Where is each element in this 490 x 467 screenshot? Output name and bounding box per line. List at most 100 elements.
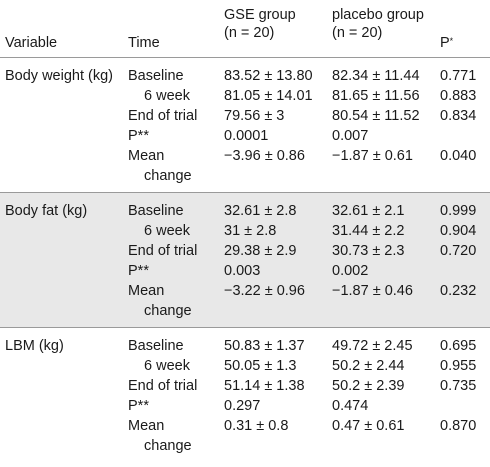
gse-cell: 32.61 ± 2.8 <box>224 192 332 221</box>
gse-cell: 50.05 ± 1.3 <box>224 358 297 374</box>
placebo-cell: 80.54 ± 11.52 <box>332 108 420 124</box>
time-label: 6 week <box>144 223 190 239</box>
header-time: Time <box>128 0 224 58</box>
gse-cell: 83.52 ± 13.80 <box>224 68 313 84</box>
header-p-sup: * <box>449 36 454 46</box>
table-row: 6 week 81.05 ± 14.01 81.65 ± 11.56 0.883 <box>0 86 490 106</box>
table-row: End of trial 29.38 ± 2.9 30.73 ± 2.3 0.7… <box>0 241 490 261</box>
placebo-cell: 81.65 ± 11.56 <box>332 88 420 104</box>
time-cell: End of trial <box>128 241 224 261</box>
placebo-cell: 82.34 ± 11.44 <box>332 68 420 84</box>
gse-cell: 31 ± 2.8 <box>224 221 332 241</box>
variable-label: LBM (kg) <box>5 338 64 354</box>
time-cell: Mean change <box>128 416 224 462</box>
time-label: 6 week <box>144 88 190 104</box>
time-cell: P** <box>128 128 149 144</box>
p-cell: 0.735 <box>440 378 477 394</box>
p-cell: 0.720 <box>440 241 490 261</box>
header-variable: Variable <box>0 0 128 58</box>
header-placebo-n: (n = 20) <box>332 25 383 41</box>
time-label: Mean <box>128 418 165 434</box>
header-gse-label: GSE group <box>224 7 296 23</box>
gse-cell: −3.22 ± 0.96 <box>224 281 332 328</box>
placebo-cell: 0.47 ± 0.61 <box>332 418 405 434</box>
header-p-label: P <box>440 35 450 51</box>
table-row: P** 0.0001 0.007 <box>0 126 490 146</box>
time-cell: Baseline <box>128 192 224 221</box>
time-label-continued: change <box>144 303 192 319</box>
placebo-cell: 0.474 <box>332 398 369 414</box>
table-row: 6 week 50.05 ± 1.3 50.2 ± 2.44 0.955 <box>0 356 490 376</box>
table-header: Variable Time GSE group (n = 20) placebo… <box>0 0 490 58</box>
time-cell: Mean change <box>128 281 224 328</box>
time-cell: P** <box>128 261 224 281</box>
placebo-cell: 50.2 ± 2.39 <box>332 378 405 394</box>
table-row: Mean change 0.31 ± 0.8 0.47 ± 0.61 0.870 <box>0 416 490 462</box>
p-cell <box>440 126 490 146</box>
table-row: Mean change −3.96 ± 0.86 −1.87 ± 0.61 0.… <box>0 146 490 193</box>
table-row: Mean change −3.22 ± 0.96 −1.87 ± 0.46 0.… <box>0 281 490 328</box>
placebo-cell: 30.73 ± 2.3 <box>332 241 440 261</box>
gse-cell: 50.83 ± 1.37 <box>224 338 305 354</box>
time-label: 6 week <box>144 358 190 374</box>
p-cell: 0.955 <box>440 358 477 374</box>
table-row: LBM (kg) Baseline 50.83 ± 1.37 49.72 ± 2… <box>0 328 490 357</box>
gse-cell: 29.38 ± 2.9 <box>224 241 332 261</box>
placebo-cell: 49.72 ± 2.45 <box>332 338 413 354</box>
p-cell: 0.834 <box>440 108 477 124</box>
time-cell: Baseline <box>128 68 184 84</box>
variable-label: Body fat (kg) <box>0 192 128 221</box>
time-label-continued: change <box>144 168 192 184</box>
p-cell: 0.999 <box>440 192 490 221</box>
time-cell: P** <box>128 398 149 414</box>
placebo-cell: 0.007 <box>332 128 369 144</box>
p-cell <box>440 261 490 281</box>
group-body-fat: Body fat (kg) Baseline 32.61 ± 2.8 32.61… <box>0 192 490 328</box>
header-p: P* <box>440 0 490 58</box>
header-placebo-group: placebo group (n = 20) <box>332 0 440 58</box>
placebo-cell: −1.87 ± 0.46 <box>332 281 440 328</box>
p-cell: 0.040 <box>440 146 490 193</box>
gse-cell: 81.05 ± 14.01 <box>224 88 313 104</box>
group-lbm: LBM (kg) Baseline 50.83 ± 1.37 49.72 ± 2… <box>0 328 490 463</box>
gse-cell: 0.0001 <box>224 128 269 144</box>
p-cell: 0.771 <box>440 68 477 84</box>
gse-cell: −3.96 ± 0.86 <box>224 146 332 193</box>
table-row: P** 0.297 0.474 <box>0 396 490 416</box>
p-cell <box>440 396 490 416</box>
table-row: P** 0.003 0.002 <box>0 261 490 281</box>
placebo-cell: −1.87 ± 0.61 <box>332 146 440 193</box>
time-label: Mean <box>128 283 165 299</box>
p-cell: 0.883 <box>440 88 477 104</box>
placebo-cell: 0.002 <box>332 261 440 281</box>
time-cell: End of trial <box>128 378 198 394</box>
time-cell: End of trial <box>128 108 198 124</box>
p-cell: 0.904 <box>440 221 490 241</box>
p-cell: 0.870 <box>440 418 477 434</box>
gse-cell: 79.56 ± 3 <box>224 108 285 124</box>
gse-cell: 51.14 ± 1.38 <box>224 378 305 394</box>
placebo-cell: 50.2 ± 2.44 <box>332 358 405 374</box>
header-placebo-label: placebo group <box>332 7 424 23</box>
table-row: 6 week 31 ± 2.8 31.44 ± 2.2 0.904 <box>0 221 490 241</box>
gse-cell: 0.297 <box>224 398 261 414</box>
header-gse-n: (n = 20) <box>224 25 275 41</box>
gse-cell: 0.003 <box>224 261 332 281</box>
time-cell: Mean change <box>128 146 224 193</box>
time-cell: 6 week <box>128 221 224 241</box>
p-cell: 0.232 <box>440 281 490 328</box>
table-row: End of trial 51.14 ± 1.38 50.2 ± 2.39 0.… <box>0 376 490 396</box>
table-row: Body fat (kg) Baseline 32.61 ± 2.8 32.61… <box>0 192 490 221</box>
time-cell: 6 week <box>128 356 224 376</box>
table-row: End of trial 79.56 ± 3 80.54 ± 11.52 0.8… <box>0 106 490 126</box>
header-gse-group: GSE group (n = 20) <box>224 0 332 58</box>
placebo-cell: 32.61 ± 2.1 <box>332 192 440 221</box>
p-cell: 0.695 <box>440 338 477 354</box>
time-cell: 6 week <box>128 86 224 106</box>
placebo-cell: 31.44 ± 2.2 <box>332 221 440 241</box>
time-cell: Baseline <box>128 338 184 354</box>
time-label: Mean <box>128 148 165 164</box>
time-label-continued: change <box>144 438 192 454</box>
table-row: Body weight (kg) Baseline 83.52 ± 13.80 … <box>0 58 490 87</box>
